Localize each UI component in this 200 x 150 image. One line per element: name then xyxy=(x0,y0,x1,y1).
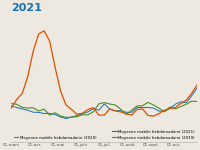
Legend: Moyenne mobile hebdomadaire (2021), Moyenne mobile hebdomadaire (2019): Moyenne mobile hebdomadaire (2021), Moye… xyxy=(112,129,195,140)
Text: 2021: 2021 xyxy=(11,3,42,13)
